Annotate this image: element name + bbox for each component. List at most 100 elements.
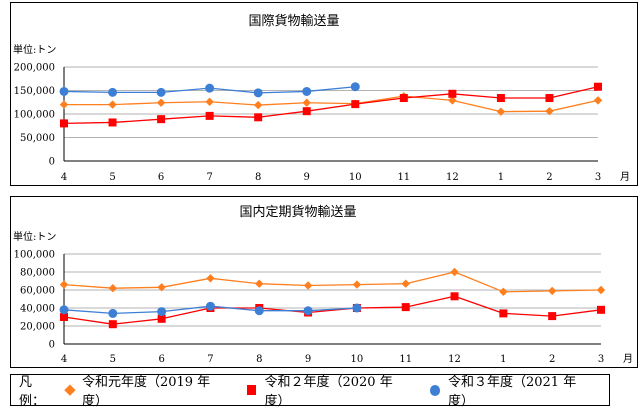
data-point-square [401, 303, 410, 312]
series-line-segment [355, 95, 404, 105]
series-line-segment [209, 101, 259, 106]
x-tick-label: 6 [158, 354, 164, 365]
x-tick-label: 8 [256, 354, 262, 365]
y-tick-label: 100,000 [14, 250, 55, 261]
legend-item-label: 令和元年度（2019 年度） [81, 375, 211, 409]
x-tick-label: 2 [549, 354, 555, 365]
data-point-diamond [448, 96, 457, 105]
data-point-diamond [547, 286, 557, 296]
data-point-square [108, 320, 117, 329]
x-tick-label: 3 [598, 354, 604, 365]
data-point-square [205, 111, 214, 120]
y-tick-label: 0 [49, 340, 55, 351]
y-tick-label: 150,000 [14, 86, 55, 97]
series-line-segment [161, 115, 210, 120]
series-line-segment [454, 295, 504, 315]
series-line-segment [452, 93, 501, 99]
x-tick-label: 12 [448, 354, 461, 365]
data-point-diamond [303, 281, 313, 290]
data-point-square [157, 314, 166, 323]
series-line-segment [258, 110, 307, 118]
data-point-square [450, 292, 459, 301]
y-tick-label: 100,000 [14, 110, 55, 121]
x-tick-label: 10 [349, 172, 362, 183]
data-point-square [108, 118, 117, 127]
data-point-diamond [108, 100, 117, 109]
data-point-circle [156, 87, 166, 97]
data-point-diamond [302, 98, 311, 107]
x-axis-unit-label: 月 [620, 171, 630, 183]
data-point-diamond [593, 96, 603, 105]
series-line-segment [356, 283, 406, 286]
legend-item-2020: 令和２年度（2020 年度） [243, 371, 412, 409]
legend-item-label: 令和２年度（2020 年度） [264, 375, 393, 409]
y-tick-label: 60,000 [20, 286, 55, 297]
data-point-square [548, 312, 557, 321]
data-point-square [545, 94, 554, 103]
series-line-segment [308, 307, 357, 312]
x-tick-label: 10 [351, 354, 364, 365]
chart-title: 国際貨物輸送量 [248, 13, 339, 29]
series-line-segment [258, 90, 307, 94]
data-point-circle [157, 307, 167, 317]
x-tick-label: 12 [446, 172, 459, 183]
legend-item-label: 令和３年度（2021 年度） [447, 375, 577, 409]
data-point-diamond [206, 274, 215, 283]
data-point-circle [352, 303, 362, 313]
chart-international-cargo: 国際貨物輸送量 単位:トン 0 50,000 100,000 150,000 200,000… [10, 2, 638, 186]
x-tick-label: 7 [206, 172, 212, 183]
series-line-segment [306, 102, 356, 105]
series-line-segment [306, 86, 356, 93]
data-point-circle [350, 82, 360, 92]
data-point-circle [253, 88, 263, 98]
series-line-segment [452, 99, 502, 113]
data-point-circle [59, 86, 69, 96]
data-point-square [594, 82, 602, 91]
series-line-segment [503, 312, 553, 317]
x-tick-label: 5 [109, 172, 115, 183]
series-line-segment [112, 286, 162, 289]
y-tick-label: 40,000 [20, 304, 55, 315]
x-tick-label: 5 [110, 354, 116, 365]
x-axis-unit-label: 月 [623, 353, 633, 365]
x-tick-label: 3 [595, 172, 601, 183]
y-tick-label: 0 [49, 157, 55, 168]
series-line-segment [549, 86, 599, 99]
data-point-circle [302, 86, 312, 96]
series-line-segment [63, 121, 113, 125]
data-point-circle [59, 305, 69, 315]
data-point-circle [205, 301, 215, 311]
y-tick-label: 80,000 [20, 268, 55, 279]
series-line-segment [405, 271, 455, 285]
data-point-square [448, 89, 457, 98]
data-point-square [496, 94, 505, 103]
data-point-square [351, 100, 360, 109]
data-point-diamond [450, 267, 459, 277]
data-point-diamond [205, 97, 214, 106]
legend-item-2021: 令和３年度（2021 年度） [426, 371, 596, 409]
series-line-segment [161, 277, 211, 288]
series-line-segment [161, 101, 210, 104]
series-line-segment [308, 283, 357, 287]
series-line-segment [403, 93, 453, 99]
legend-item-2019: 令和元年度（2019 年度） [62, 371, 229, 409]
x-tick-label: 1 [498, 172, 504, 183]
series-line-segment [161, 305, 211, 313]
y-axis-unit-label: 単位:トン [13, 230, 56, 243]
legend-label: 凡例： [19, 375, 46, 409]
data-point-diamond [496, 107, 506, 116]
series-line-segment [209, 87, 259, 94]
series-line-segment [306, 103, 356, 112]
data-point-circle [205, 83, 215, 93]
x-tick-label: 8 [255, 172, 261, 183]
series-line-segment [552, 309, 602, 317]
x-tick-label: 4 [61, 354, 67, 365]
x-tick-label: 2 [546, 172, 552, 183]
data-point-circle [303, 306, 313, 316]
y-tick-label: 20,000 [20, 322, 55, 333]
x-tick-label: 9 [304, 172, 310, 183]
data-point-diamond [499, 287, 508, 296]
data-point-diamond [157, 283, 166, 292]
series-line-segment [63, 283, 113, 289]
